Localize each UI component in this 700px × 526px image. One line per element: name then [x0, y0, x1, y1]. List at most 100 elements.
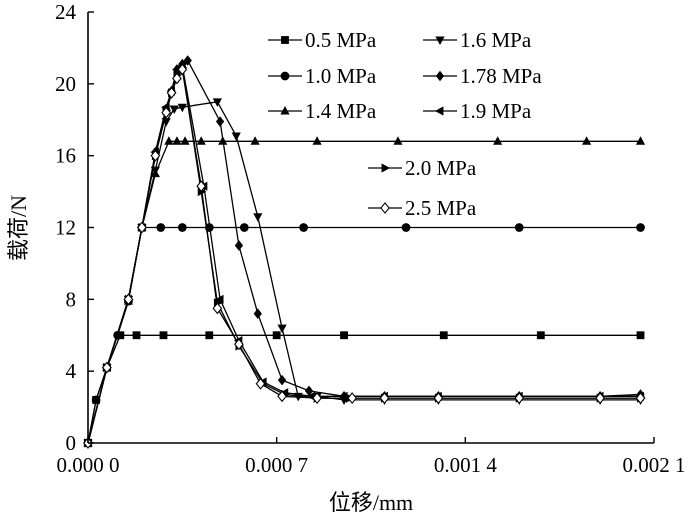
y-axis-title: 载荷/N [6, 195, 31, 261]
legend-marker [435, 36, 445, 46]
data-point-2-5-mpa [150, 149, 161, 162]
data-point-2-5-mpa [161, 106, 172, 119]
legend-item-1-9-mpa: 1.9 MPa [423, 99, 532, 123]
legend-label: 2.0 MPa [405, 156, 477, 180]
legend-marker [435, 70, 445, 82]
data-point-1-4-mpa [180, 136, 190, 145]
data-point-2-5-mpa [234, 338, 244, 351]
data-point-1-6-mpa [277, 324, 287, 334]
data-point-1-4-mpa [250, 136, 260, 145]
data-point-0-5-mpa [636, 331, 645, 340]
data-point-2-5-mpa [635, 392, 646, 405]
data-point-1-0-mpa [299, 223, 308, 232]
data-point-0-5-mpa [272, 331, 281, 340]
data-point-1-9-mpa [171, 64, 181, 75]
data-point-1-78-mpa [304, 385, 314, 397]
data-point-1-78-mpa [234, 240, 244, 251]
y-tick-label: 16 [55, 144, 76, 168]
data-point-2-5-mpa [514, 392, 525, 405]
data-point-1-0-mpa [239, 223, 249, 232]
data-point-1-4-mpa [635, 136, 646, 145]
series-line-2-5-mpa [87, 67, 641, 444]
data-point-1-0-mpa [514, 223, 524, 232]
legend-item-0-5-mpa: 0.5 MPa [268, 28, 377, 52]
data-point-1-0-mpa [401, 223, 411, 232]
series-line-1-6-mpa [87, 101, 641, 444]
data-point-1-6-mpa [177, 103, 187, 113]
data-point-1-78-mpa [183, 55, 192, 66]
series-line-0-5-mpa [87, 334, 641, 444]
series-line-2-0-mpa [87, 66, 641, 444]
data-point-1-6-mpa [212, 98, 222, 107]
data-point-1-4-mpa [393, 136, 403, 145]
legend-item-1-6-mpa: 1.6 MPa [423, 28, 532, 52]
x-tick-label: 0.002 1 [623, 453, 686, 477]
data-point-2-5-mpa [255, 377, 266, 390]
legend-item-1-4-mpa: 1.4 MPa [268, 99, 377, 123]
data-point-0-5-mpa [132, 331, 141, 340]
y-tick-label: 12 [55, 216, 76, 240]
y-tick-label: 24 [55, 0, 77, 24]
legend-item-2-5-mpa: 2.5 MPa [368, 196, 477, 220]
data-point-1-0-mpa [177, 223, 187, 232]
legend-item-1-78-mpa: 1.78 MPa [423, 64, 542, 88]
legend-label: 1.6 MPa [460, 28, 532, 52]
legend-label: 1.9 MPa [460, 99, 532, 123]
data-point-1-78-mpa [215, 116, 225, 127]
data-point-1-4-mpa [582, 136, 592, 145]
data-point-1-78-mpa [253, 308, 262, 319]
data-point-1-0-mpa [156, 223, 166, 232]
legend-marker [380, 202, 390, 214]
data-point-2-5-mpa [172, 72, 182, 85]
data-point-0-5-mpa [439, 331, 448, 340]
data-point-2-5-mpa [277, 390, 287, 403]
legend-label: 1.4 MPa [305, 99, 377, 123]
data-point-1-4-mpa [164, 136, 174, 145]
legend-label: 1.0 MPa [305, 64, 377, 88]
data-point-1-6-mpa [169, 105, 179, 115]
data-point-1-6-mpa [253, 213, 263, 222]
series-2-5-mpa [83, 63, 646, 449]
data-point-2-5-mpa [379, 392, 390, 405]
data-point-2-5-mpa [595, 392, 605, 405]
data-point-1-4-mpa [312, 136, 322, 145]
y-tick-label: 4 [66, 359, 77, 383]
data-point-2-5-mpa [312, 392, 322, 405]
data-point-2-5-mpa [123, 293, 134, 306]
series-0-5-mpa [84, 331, 645, 447]
x-tick-label: 0.000 0 [57, 453, 120, 477]
x-tick-label: 0.001 4 [434, 453, 498, 477]
legend-marker [434, 106, 444, 116]
legend-label: 0.5 MPa [305, 28, 377, 52]
legend: 0.5 MPa 1.0 MPa 1.4 MPa 1.6 MPa 1.78 MPa 1.9 … [268, 28, 542, 220]
x-axis-title: 位移/mm [329, 490, 413, 515]
plot-area [82, 55, 646, 449]
legend-label: 1.78 MPa [460, 64, 542, 88]
data-point-2-5-mpa [166, 86, 177, 99]
legend-marker [381, 163, 391, 173]
data-point-2-5-mpa [137, 221, 147, 234]
x-tick-label: 0.000 7 [245, 453, 308, 477]
legend-marker [281, 36, 289, 44]
data-point-0-5-mpa [205, 331, 214, 340]
y-tick-label: 0 [66, 431, 77, 455]
legend-item-2-0-mpa: 2.0 MPa [368, 156, 477, 180]
data-point-1-4-mpa [172, 136, 182, 145]
data-point-0-5-mpa [159, 331, 168, 340]
series-1-6-mpa [83, 98, 646, 449]
data-point-2-5-mpa [433, 392, 444, 405]
data-point-1-78-mpa [277, 374, 287, 386]
data-point-0-5-mpa [340, 331, 348, 340]
ticks: 0 4 8 12 16 20 24 0.000 0 0.000 7 0.001 4 0.002 1 [55, 0, 686, 477]
data-point-1-6-mpa [231, 132, 241, 141]
data-point-1-9-mpa [215, 294, 224, 304]
data-point-2-5-mpa [102, 361, 112, 374]
legend-label: 2.5 MPa [405, 196, 477, 220]
data-point-1-4-mpa [196, 136, 206, 145]
data-point-2-5-mpa [177, 63, 188, 76]
data-point-1-4-mpa [493, 136, 503, 145]
legend-item-1-0-mpa: 1.0 MPa [268, 64, 377, 88]
data-point-1-0-mpa [636, 223, 645, 232]
y-tick-label: 20 [55, 72, 76, 96]
